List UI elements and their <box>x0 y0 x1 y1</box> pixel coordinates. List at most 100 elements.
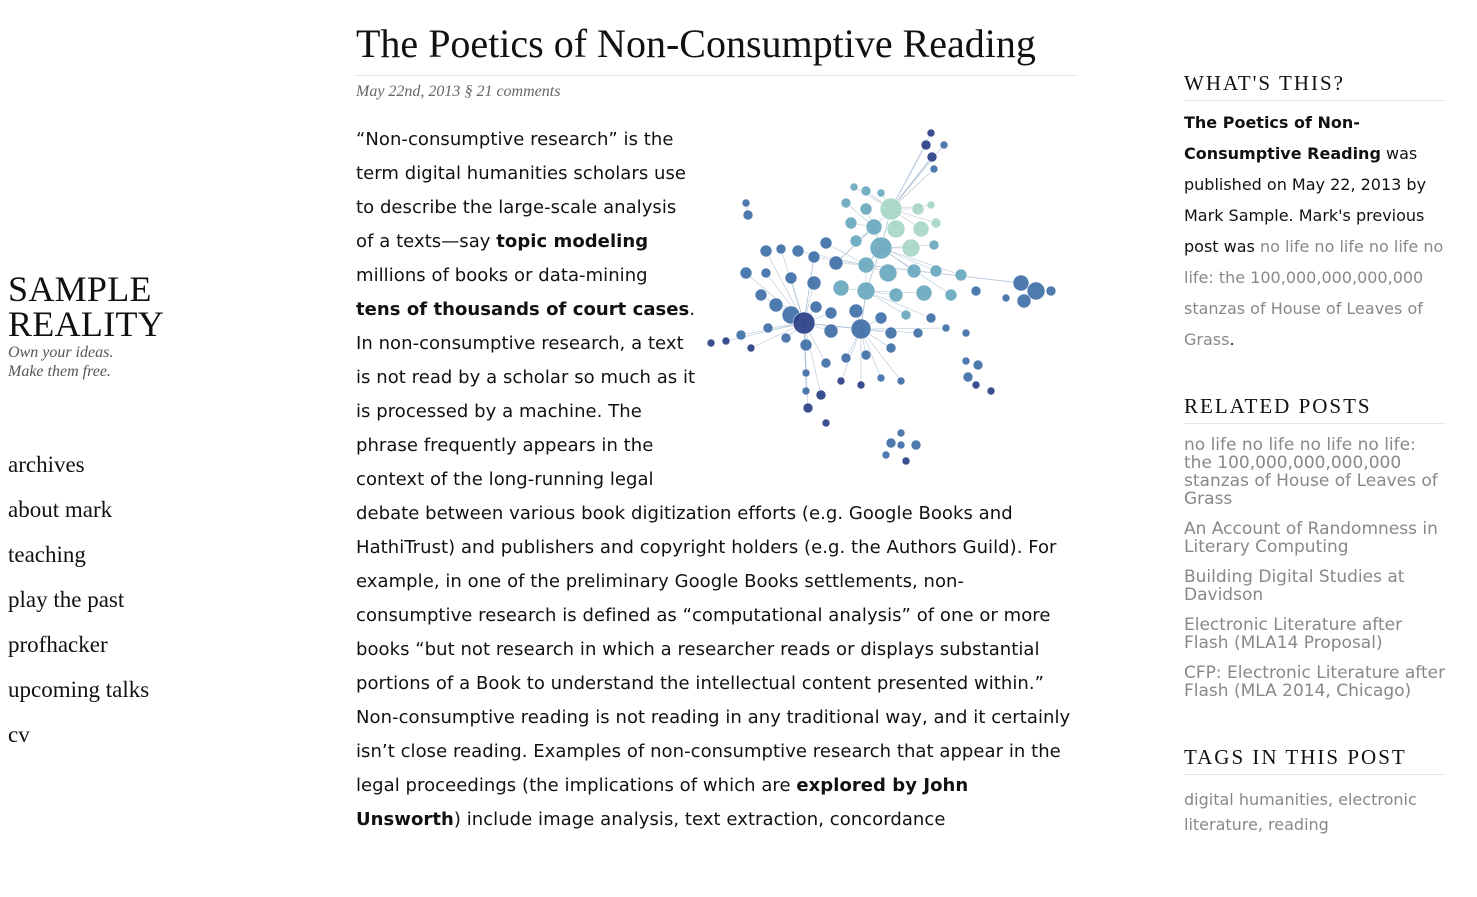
graph-edge <box>890 144 927 210</box>
nav-profhacker[interactable]: profhacker <box>8 632 108 657</box>
graph-node <box>844 216 858 230</box>
graph-node <box>807 250 821 264</box>
graph-node <box>828 255 844 271</box>
graph-node <box>1012 274 1030 292</box>
graph-node <box>901 456 911 466</box>
graph-node <box>762 322 774 334</box>
site-tagline: Own your ideas. Make them free. <box>8 343 208 381</box>
main-nav: archives about mark teaching play the pa… <box>8 449 149 764</box>
graph-node <box>886 219 906 239</box>
graph-node <box>879 197 903 221</box>
graph-node <box>754 288 768 302</box>
graph-edge <box>860 327 947 330</box>
graph-node <box>929 264 943 278</box>
graph-node <box>802 402 814 414</box>
post-title[interactable]: The Poetics of Non-Consumptive Reading <box>356 24 1076 76</box>
post-meta: May 22nd, 2013 § 21 comments <box>356 82 1076 112</box>
graph-node <box>925 312 937 324</box>
related-post-link-1[interactable]: no life no life no life no life: the 100… <box>1184 435 1438 509</box>
graph-node <box>865 218 883 236</box>
graph-node <box>784 271 798 285</box>
graph-node <box>881 450 891 460</box>
graph-node <box>721 336 731 346</box>
tag-link-digital-humanities[interactable]: digital humanities <box>1184 790 1328 809</box>
site-title-line1: SAMPLE <box>8 269 152 309</box>
network-graph-image <box>706 128 1057 466</box>
graph-node <box>972 359 984 371</box>
graph-node <box>941 323 951 333</box>
graph-node <box>815 389 827 401</box>
graph-edge <box>880 247 962 276</box>
graph-node <box>759 244 773 258</box>
court-cases-link[interactable]: tens of thousands of court cases <box>356 299 690 320</box>
graph-node <box>859 202 873 216</box>
topic-modeling-link[interactable]: topic modeling <box>496 231 649 252</box>
graph-node <box>939 140 949 150</box>
graph-node <box>912 327 924 339</box>
related-posts-list: no life no life no life no life: the 100… <box>1184 436 1446 700</box>
graph-node <box>915 284 933 302</box>
graph-node <box>896 376 906 386</box>
whats-this-text: The Poetics of Non-Consumptive Reading w… <box>1184 107 1446 355</box>
site-title[interactable]: SAMPLE REALITY <box>8 269 165 344</box>
graph-node <box>792 311 816 335</box>
related-post-link-2[interactable]: An Account of Randomness in Literary Com… <box>1184 519 1438 557</box>
whats-this-period: . <box>1229 330 1235 349</box>
nav-play-the-past[interactable]: play the past <box>8 587 125 612</box>
graph-node <box>944 288 958 302</box>
graph-node <box>799 338 813 352</box>
graph-node <box>901 238 921 258</box>
graph-node <box>961 356 971 366</box>
nav-archives[interactable]: archives <box>8 452 85 477</box>
right-sidebar: WHAT'S THIS? The Poetics of Non-Consumpt… <box>1184 70 1446 837</box>
graph-node <box>801 368 811 378</box>
graph-node <box>888 287 904 303</box>
graph-node <box>896 428 906 438</box>
graph-node <box>906 263 922 279</box>
related-post-link-3[interactable]: Building Digital Studies at Davidson <box>1184 567 1405 605</box>
previous-post-link[interactable]: no life no life no life no life: the 100… <box>1184 237 1444 349</box>
related-post-link-4[interactable]: Electronic Literature after Flash (MLA14… <box>1184 615 1403 653</box>
graph-node <box>970 285 982 297</box>
graph-node <box>741 198 751 208</box>
graph-node <box>819 236 833 250</box>
graph-node <box>884 326 898 340</box>
nav-about-mark[interactable]: about mark <box>8 497 113 522</box>
post-body: “Non-consumptive research” is the term d… <box>356 123 1076 837</box>
tag-separator: , <box>1257 815 1269 834</box>
graph-node <box>775 243 787 255</box>
graph-node <box>926 128 936 138</box>
graph-node <box>821 418 831 428</box>
tagline-line1: Own your ideas. <box>8 344 114 361</box>
graph-node <box>869 236 893 260</box>
site-title-line2: REALITY <box>8 304 165 344</box>
list-item: no life no life no life no life: the 100… <box>1184 436 1446 508</box>
unsworth-link[interactable]: explored by John Unsworth <box>356 775 969 830</box>
graph-node <box>856 380 866 390</box>
nav-cv[interactable]: cv <box>8 722 30 747</box>
graph-node <box>962 371 974 383</box>
tags-widget: TAGS IN THIS POST digital humanities, el… <box>1184 744 1446 837</box>
nav-teaching[interactable]: teaching <box>8 542 86 567</box>
comments-link[interactable]: 21 comments <box>476 83 561 100</box>
body-text-1: “Non-consumptive research” is the term d… <box>356 129 687 252</box>
graph-node <box>856 281 876 301</box>
related-post-link-5[interactable]: CFP: Electronic Literature after Flash (… <box>1184 663 1446 701</box>
graph-node <box>820 357 832 369</box>
graph-node <box>836 376 846 386</box>
graph-node <box>930 217 942 229</box>
related-posts-widget: RELATED POSTS no life no life no life no… <box>1184 393 1446 700</box>
graph-node <box>768 297 784 313</box>
tag-link-reading[interactable]: reading <box>1268 815 1329 834</box>
tags-list: digital humanities, electronic literatur… <box>1184 787 1446 837</box>
graph-node <box>900 309 912 321</box>
graph-node <box>1045 285 1057 297</box>
graph-node <box>860 349 872 361</box>
graph-node <box>824 306 838 320</box>
tag-link-electronic-literature[interactable]: electronic literature <box>1184 790 1417 834</box>
post-date[interactable]: May 22nd, 2013 <box>356 83 461 100</box>
nav-upcoming-talks[interactable]: upcoming talks <box>8 677 150 702</box>
graph-node <box>860 185 872 197</box>
graph-node <box>848 303 864 319</box>
tagline-line2: Make them free. <box>8 363 111 380</box>
